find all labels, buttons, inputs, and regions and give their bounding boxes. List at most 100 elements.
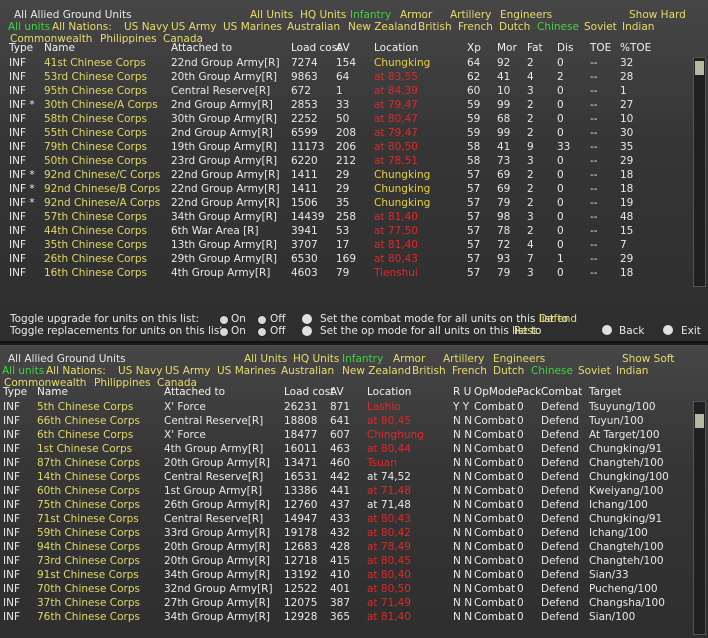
nation-filter[interactable]: Philippines — [94, 377, 151, 389]
unit-filter[interactable]: Artillery — [443, 353, 485, 365]
column-header[interactable]: AV — [336, 42, 350, 54]
unit-filter[interactable]: Armor — [393, 353, 426, 365]
nation-filter[interactable]: British — [412, 365, 446, 377]
unit-filter[interactable]: Artillery — [450, 9, 492, 21]
nation-filter[interactable]: Indian — [622, 21, 655, 33]
nation-filter[interactable]: French — [452, 365, 487, 377]
scrollbar[interactable] — [693, 401, 706, 635]
radio-label[interactable]: On — [231, 313, 246, 325]
unit-name[interactable]: 41st Chinese Corps — [44, 57, 146, 69]
unit-name[interactable]: 5th Chinese Corps — [37, 401, 134, 413]
column-header[interactable]: Target — [589, 386, 622, 398]
column-header[interactable]: TOE — [590, 42, 612, 54]
nation-filter[interactable]: New Zealand — [342, 365, 411, 377]
unit-filter[interactable]: HQ Units — [293, 353, 340, 365]
nation-filter[interactable]: Chinese — [531, 365, 573, 377]
nation-filter[interactable]: Canada — [163, 33, 203, 45]
unit-filter[interactable]: Engineers — [500, 9, 553, 21]
nation-filter[interactable]: US Navy — [124, 21, 169, 33]
radio[interactable] — [219, 315, 229, 325]
unit-name[interactable]: 94th Chinese Corps — [37, 541, 140, 553]
nation-filter[interactable]: French — [458, 21, 493, 33]
nation-filter[interactable]: All Nations: — [52, 21, 112, 33]
column-header[interactable]: Pack — [517, 386, 542, 398]
arrow-icon[interactable] — [302, 326, 312, 336]
nation-filter[interactable]: Australian — [287, 21, 341, 33]
nation-filter[interactable]: Australian — [281, 365, 335, 377]
unit-name[interactable]: 95th Chinese Corps — [44, 85, 147, 97]
unit-name[interactable]: 50th Chinese Corps — [44, 155, 147, 167]
unit-name[interactable]: 91st Chinese Corps — [37, 569, 139, 581]
unit-name[interactable]: 35th Chinese Corps — [44, 239, 147, 251]
unit-name[interactable]: 75th Chinese Corps — [37, 499, 140, 511]
op-mode-value[interactable]: Rest — [514, 325, 537, 337]
arrow-icon[interactable] — [302, 314, 312, 324]
nation-filter[interactable]: New Zealand — [348, 21, 417, 33]
unit-filter[interactable]: All Units — [244, 353, 288, 365]
unit-name[interactable]: 92nd Chinese/C Corps — [44, 169, 161, 181]
unit-name[interactable]: 92nd Chinese/A Corps — [44, 197, 161, 209]
nation-filter[interactable]: Canada — [157, 377, 197, 389]
unit-name[interactable]: 66th Chinese Corps — [37, 415, 140, 427]
column-header[interactable]: AV — [330, 386, 344, 398]
scroll-thumb[interactable] — [695, 414, 704, 428]
unit-name[interactable]: 6th Chinese Corps — [37, 429, 134, 441]
arrow-icon[interactable] — [663, 325, 673, 335]
unit-name[interactable]: 16th Chinese Corps — [44, 267, 147, 279]
nation-filter[interactable]: Indian — [616, 365, 649, 377]
unit-name[interactable]: 26th Chinese Corps — [44, 253, 147, 265]
nation-filter[interactable]: Dutch — [493, 365, 525, 377]
column-header[interactable]: Xp — [467, 42, 481, 54]
unit-name[interactable]: 73rd Chinese Corps — [37, 555, 140, 567]
unit-name[interactable]: 70th Chinese Corps — [37, 583, 140, 595]
nation-filter[interactable]: Commonwealth — [4, 377, 87, 389]
column-header[interactable]: Dis — [557, 42, 574, 54]
unit-name[interactable]: 92nd Chinese/B Corps — [44, 183, 161, 195]
unit-filter[interactable]: Engineers — [493, 353, 546, 365]
radio[interactable] — [219, 327, 229, 337]
nation-filter[interactable]: US Army — [165, 365, 211, 377]
column-header[interactable]: %TOE — [620, 42, 652, 54]
column-header[interactable]: Type — [3, 386, 28, 398]
column-header[interactable]: R U — [453, 386, 472, 398]
unit-filter[interactable]: Infantry — [342, 353, 384, 365]
column-header[interactable]: Combat — [541, 386, 583, 398]
column-header[interactable]: OpMode — [474, 386, 518, 398]
nation-filter[interactable]: US Marines — [217, 365, 277, 377]
nation-filter[interactable]: Dutch — [499, 21, 531, 33]
radio[interactable] — [257, 327, 267, 337]
column-header[interactable]: Load cost — [291, 42, 342, 54]
unit-name[interactable]: 14th Chinese Corps — [37, 471, 140, 483]
nation-filter[interactable]: US Navy — [118, 365, 163, 377]
scrollbar[interactable] — [693, 57, 706, 287]
show-toggle[interactable]: Show Soft — [622, 353, 675, 365]
nation-filter[interactable]: All units — [8, 21, 51, 33]
unit-name[interactable]: 76th Chinese Corps — [37, 611, 140, 623]
unit-name[interactable]: 1st Chinese Corps — [37, 443, 133, 455]
column-header[interactable]: Name — [37, 386, 68, 398]
radio-label[interactable]: On — [231, 325, 246, 337]
unit-name[interactable]: 58th Chinese Corps — [44, 113, 147, 125]
unit-name[interactable]: 37th Chinese Corps — [37, 597, 140, 609]
radio-label[interactable]: Off — [270, 325, 286, 337]
unit-name[interactable]: 79th Chinese Corps — [44, 141, 147, 153]
column-header[interactable]: Attached to — [171, 42, 233, 54]
nation-filter[interactable]: Soviet — [578, 365, 611, 377]
column-header[interactable]: Load cost — [284, 386, 335, 398]
nation-filter[interactable]: Commonwealth — [10, 33, 93, 45]
back-button[interactable]: Back — [619, 325, 645, 337]
combat-mode-value[interactable]: Defend — [539, 313, 578, 325]
scroll-thumb[interactable] — [695, 61, 704, 75]
column-header[interactable]: Location — [374, 42, 419, 54]
radio[interactable] — [257, 315, 267, 325]
nation-filter[interactable]: US Army — [171, 21, 217, 33]
column-header[interactable]: Name — [44, 42, 75, 54]
nation-filter[interactable]: All Nations: — [46, 365, 106, 377]
column-header[interactable]: Attached to — [164, 386, 226, 398]
column-header[interactable]: Type — [9, 42, 34, 54]
column-header[interactable]: Mor — [497, 42, 517, 54]
show-toggle[interactable]: Show Hard — [629, 9, 686, 21]
unit-filter[interactable]: All Units — [250, 9, 294, 21]
radio-label[interactable]: Off — [270, 313, 286, 325]
nation-filter[interactable]: US Marines — [223, 21, 283, 33]
